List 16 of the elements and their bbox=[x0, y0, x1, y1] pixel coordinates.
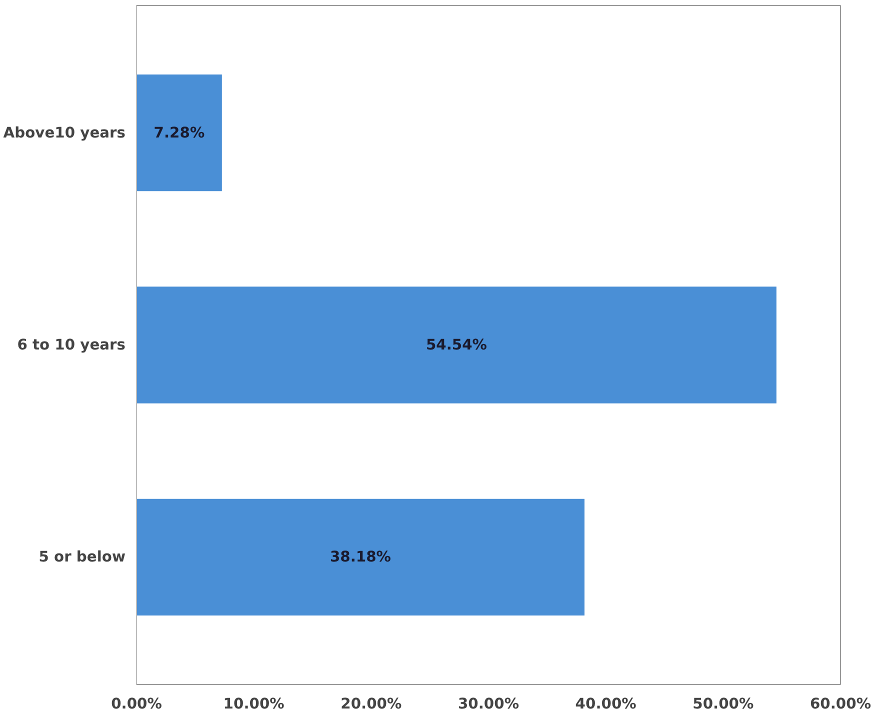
x-tick-label: 20.00% bbox=[340, 696, 402, 712]
x-tick-label: 0.00% bbox=[111, 696, 162, 712]
bar bbox=[136, 74, 222, 192]
y-tick-label: Above10 years bbox=[3, 124, 126, 142]
bar bbox=[136, 286, 776, 404]
data-label: 38.18% bbox=[330, 548, 392, 566]
data-label: 54.54% bbox=[426, 336, 488, 354]
x-tick-label: 50.00% bbox=[692, 696, 754, 712]
bar bbox=[136, 498, 584, 616]
y-tick-label: 6 to 10 years bbox=[17, 336, 126, 354]
x-tick-label: 30.00% bbox=[458, 696, 520, 712]
x-tick-label: 40.00% bbox=[575, 696, 637, 712]
y-tick-label: 5 or below bbox=[38, 548, 126, 566]
x-tick-label: 10.00% bbox=[223, 696, 285, 712]
data-label: 7.28% bbox=[154, 124, 205, 142]
x-tick-label: 60.00% bbox=[810, 696, 872, 712]
